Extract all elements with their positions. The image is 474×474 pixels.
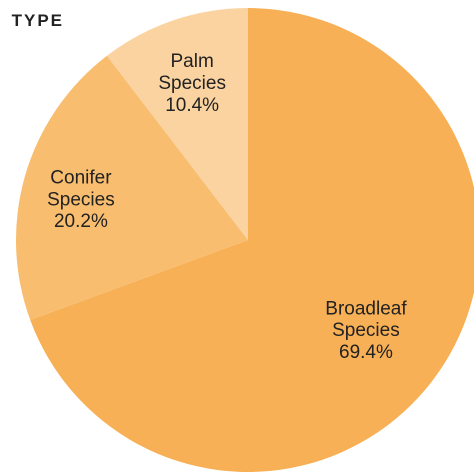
pie-slice [30, 8, 474, 472]
slice-label: Broadleaf Species 69.4% [325, 298, 407, 363]
category-label: Conifer Species [47, 167, 115, 210]
pie [15, 8, 474, 472]
slice-label: Conifer Species 20.2% [47, 167, 115, 232]
slice-label: Palm Species 10.4% [158, 51, 226, 116]
pie-slice [15, 55, 249, 320]
value-label: 10.4% [165, 95, 219, 116]
category-label: Broadleaf Species [325, 298, 407, 341]
value-label: 69.4% [339, 342, 393, 363]
category-label: Palm Species [158, 51, 226, 94]
pie-slice [106, 8, 248, 240]
chart-title: TYPE [12, 11, 64, 30]
value-label: 20.2% [54, 211, 108, 232]
